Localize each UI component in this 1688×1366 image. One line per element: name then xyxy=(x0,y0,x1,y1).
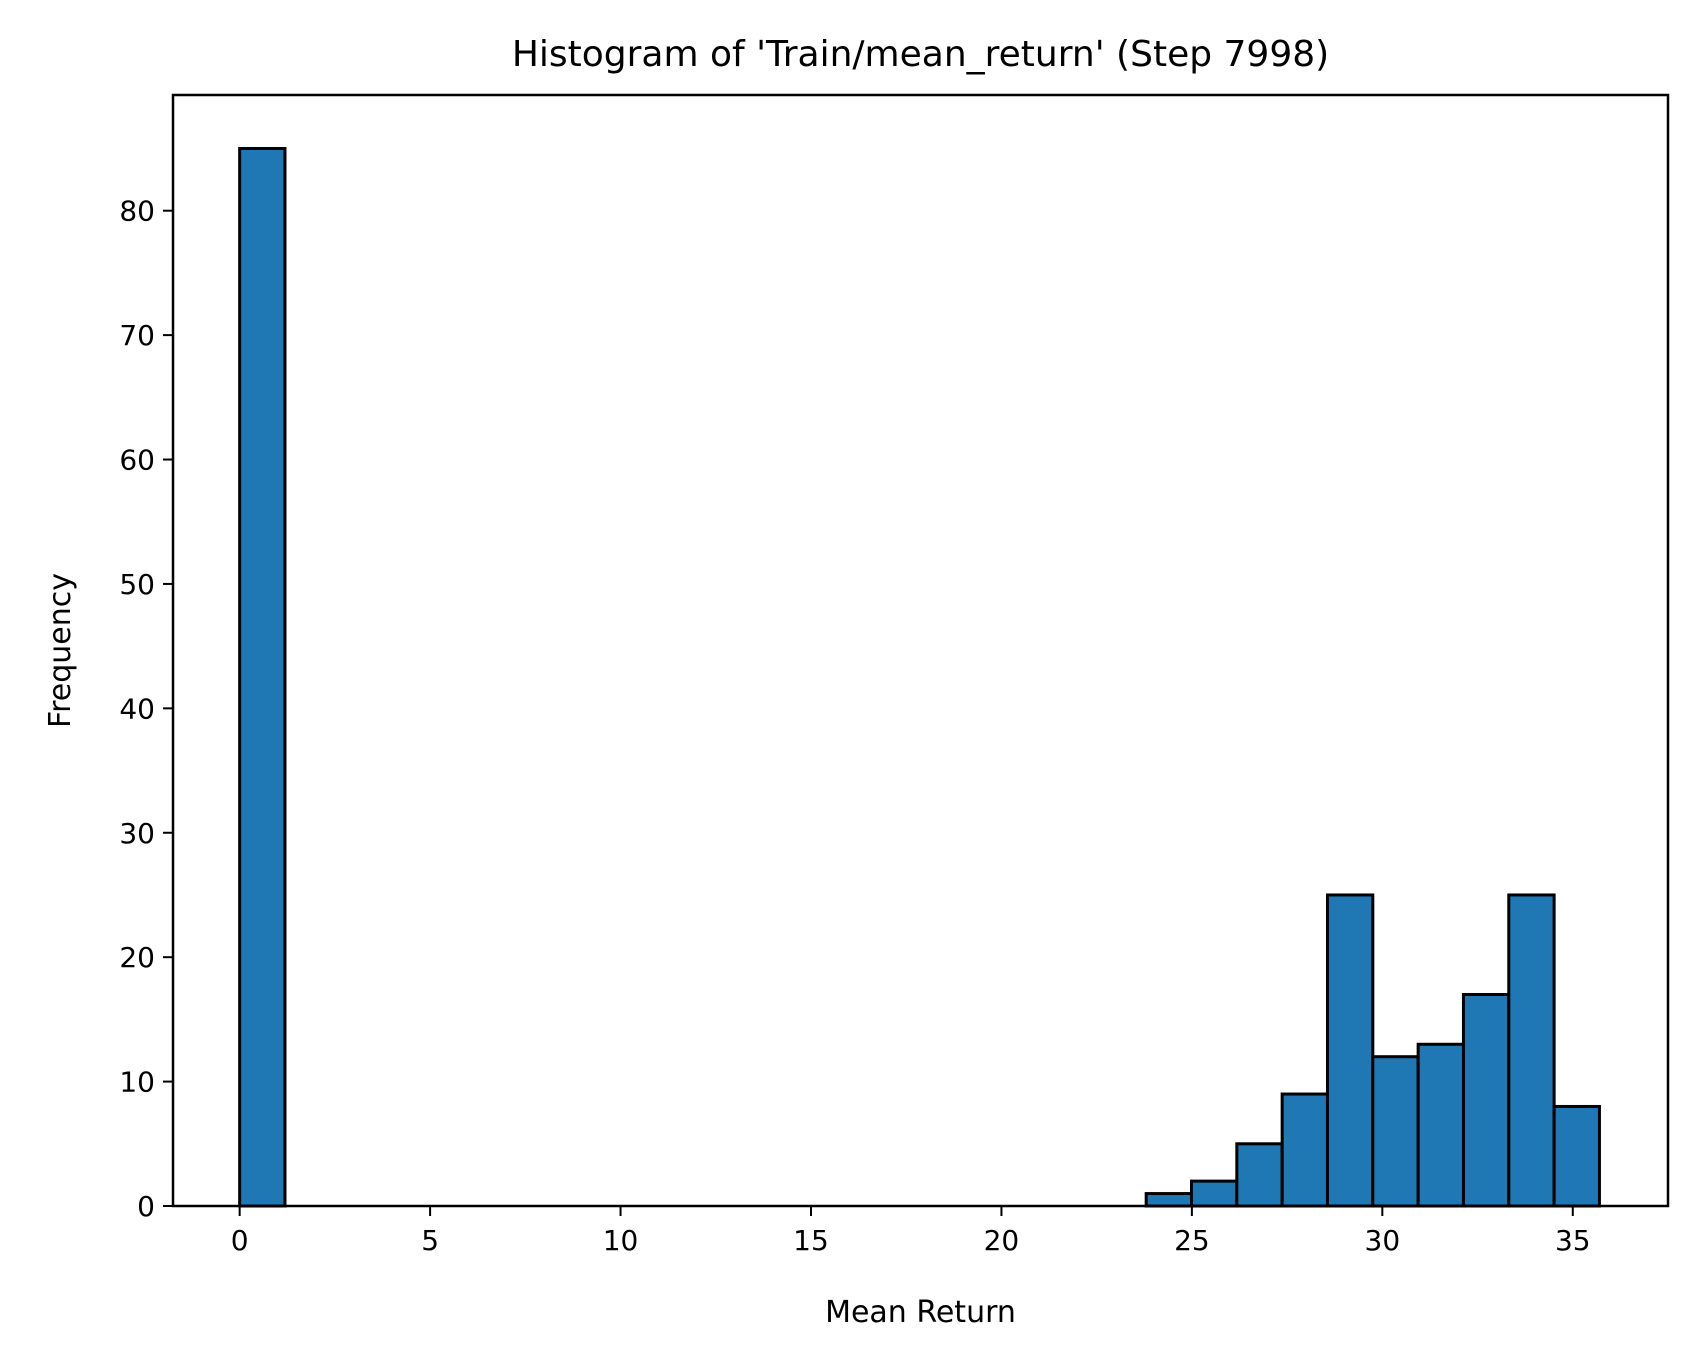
bars-layer xyxy=(238,146,1601,1208)
histogram-bar xyxy=(1416,1042,1465,1208)
histogram-bar xyxy=(1280,1092,1329,1208)
x-axis-ticks: 0 5 10 15 20 25 30 35 xyxy=(231,1206,1591,1257)
histogram-bar xyxy=(1190,1179,1239,1208)
chart-title: Histogram of 'Train/mean_return' (Step 7… xyxy=(512,34,1329,75)
y-tick-label: 60 xyxy=(119,444,155,477)
x-tick-label: 25 xyxy=(1174,1224,1210,1257)
x-tick-label: 30 xyxy=(1365,1224,1401,1257)
x-tick-label: 5 xyxy=(421,1224,439,1257)
x-tick-label: 20 xyxy=(984,1224,1020,1257)
histogram-bar xyxy=(1235,1142,1284,1208)
histogram-bar xyxy=(1144,1192,1194,1208)
x-tick-label: 35 xyxy=(1555,1224,1591,1257)
x-tick-label: 15 xyxy=(793,1224,829,1257)
y-tick-label: 20 xyxy=(119,941,155,974)
x-axis-label: Mean Return xyxy=(825,1295,1016,1330)
histogram-bar xyxy=(1552,1104,1601,1208)
y-tick-label: 80 xyxy=(119,195,155,228)
y-axis-label: Frequency xyxy=(43,573,78,728)
histogram-bar xyxy=(1507,893,1556,1208)
x-tick-label: 10 xyxy=(603,1224,639,1257)
plot-frame xyxy=(171,93,1670,1208)
y-tick-label: 30 xyxy=(119,817,155,850)
histogram-bar xyxy=(1371,1055,1420,1208)
y-tick-label: 50 xyxy=(119,568,155,601)
histogram-bar xyxy=(1325,893,1375,1208)
y-tick-label: 10 xyxy=(119,1066,155,1099)
y-tick-label: 0 xyxy=(137,1190,155,1223)
y-tick-label: 40 xyxy=(119,692,155,725)
histogram-bar xyxy=(1461,992,1511,1208)
x-tick-label: 0 xyxy=(231,1224,249,1257)
y-axis-ticks: 0 10 20 30 40 50 60 70 80 xyxy=(119,195,173,1223)
histogram-bar xyxy=(238,146,287,1208)
y-tick-label: 70 xyxy=(119,319,155,352)
